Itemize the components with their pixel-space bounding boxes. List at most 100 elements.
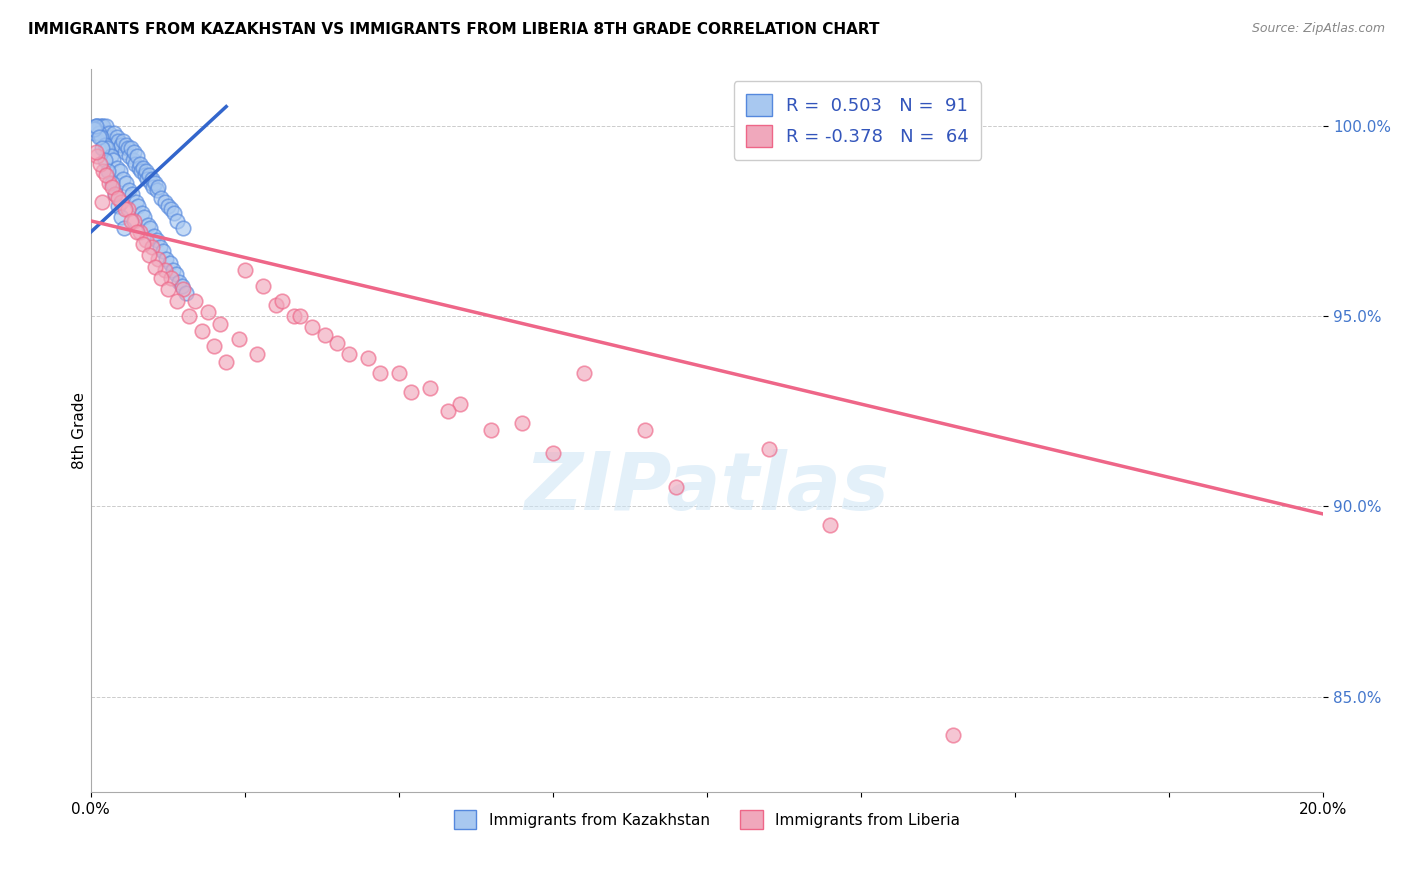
Point bbox=[91, 119, 114, 133]
Point bbox=[110, 194, 132, 209]
Point bbox=[419, 381, 441, 395]
Point bbox=[357, 351, 380, 365]
Point bbox=[139, 221, 162, 235]
Point bbox=[98, 134, 121, 148]
Point bbox=[179, 309, 201, 323]
Point bbox=[572, 366, 595, 380]
Point bbox=[142, 179, 165, 194]
Point bbox=[143, 229, 166, 244]
Point bbox=[163, 206, 186, 220]
Point bbox=[388, 366, 411, 380]
Point bbox=[634, 423, 657, 437]
Point bbox=[136, 172, 159, 186]
Point bbox=[111, 134, 134, 148]
Point bbox=[90, 194, 112, 209]
Point bbox=[90, 119, 112, 133]
Point bbox=[101, 179, 124, 194]
Point bbox=[121, 153, 143, 167]
Point bbox=[108, 141, 131, 155]
Y-axis label: 8th Grade: 8th Grade bbox=[72, 392, 87, 468]
Point bbox=[437, 404, 460, 418]
Point bbox=[233, 263, 256, 277]
Point bbox=[104, 137, 127, 152]
Point bbox=[103, 153, 125, 167]
Point bbox=[118, 149, 141, 163]
Legend: Immigrants from Kazakhstan, Immigrants from Liberia: Immigrants from Kazakhstan, Immigrants f… bbox=[447, 804, 966, 835]
Point bbox=[120, 141, 142, 155]
Point bbox=[159, 202, 181, 217]
Point bbox=[132, 236, 155, 251]
Point bbox=[339, 347, 361, 361]
Point bbox=[399, 385, 422, 400]
Point bbox=[125, 225, 148, 239]
Point bbox=[143, 176, 166, 190]
Point bbox=[134, 210, 156, 224]
Point bbox=[326, 335, 349, 350]
Point bbox=[114, 202, 136, 217]
Point bbox=[122, 214, 145, 228]
Point bbox=[121, 187, 143, 202]
Point bbox=[101, 137, 124, 152]
Point bbox=[135, 164, 157, 178]
Point bbox=[368, 366, 391, 380]
Point bbox=[83, 126, 105, 140]
Point bbox=[124, 157, 146, 171]
Point bbox=[87, 126, 110, 140]
Point bbox=[97, 130, 120, 145]
Point bbox=[129, 157, 152, 171]
Point bbox=[146, 183, 169, 197]
Point bbox=[150, 191, 173, 205]
Text: IMMIGRANTS FROM KAZAKHSTAN VS IMMIGRANTS FROM LIBERIA 8TH GRADE CORRELATION CHAR: IMMIGRANTS FROM KAZAKHSTAN VS IMMIGRANTS… bbox=[28, 22, 880, 37]
Point bbox=[94, 137, 117, 152]
Point bbox=[143, 260, 166, 274]
Point bbox=[129, 164, 152, 178]
Point bbox=[120, 214, 142, 228]
Point bbox=[159, 271, 181, 285]
Point bbox=[314, 328, 336, 343]
Point bbox=[153, 194, 176, 209]
Point bbox=[166, 214, 188, 228]
Point bbox=[107, 198, 129, 212]
Point bbox=[94, 119, 117, 133]
Point bbox=[112, 172, 135, 186]
Point bbox=[165, 267, 187, 281]
Point bbox=[264, 297, 287, 311]
Point bbox=[246, 347, 269, 361]
Point bbox=[84, 119, 107, 133]
Point bbox=[100, 176, 122, 190]
Point bbox=[152, 244, 174, 259]
Point bbox=[105, 161, 128, 175]
Point bbox=[136, 218, 159, 232]
Point bbox=[283, 309, 305, 323]
Point bbox=[301, 320, 323, 334]
Point bbox=[149, 240, 172, 254]
Point bbox=[128, 161, 150, 175]
Point bbox=[139, 176, 162, 190]
Point bbox=[150, 271, 173, 285]
Point bbox=[125, 149, 148, 163]
Point bbox=[174, 286, 197, 301]
Point bbox=[115, 137, 138, 152]
Point bbox=[170, 278, 193, 293]
Point bbox=[114, 176, 136, 190]
Point bbox=[148, 252, 170, 266]
Point bbox=[479, 423, 502, 437]
Point bbox=[197, 305, 219, 319]
Point bbox=[118, 183, 141, 197]
Point bbox=[135, 233, 157, 247]
Point bbox=[89, 157, 111, 171]
Point bbox=[156, 282, 179, 296]
Point bbox=[93, 126, 115, 140]
Point bbox=[86, 119, 108, 133]
Point bbox=[156, 198, 179, 212]
Point bbox=[138, 248, 160, 262]
Point bbox=[190, 324, 212, 338]
Text: Source: ZipAtlas.com: Source: ZipAtlas.com bbox=[1251, 22, 1385, 36]
Point bbox=[107, 134, 129, 148]
Point bbox=[94, 168, 117, 182]
Point bbox=[942, 728, 965, 742]
Point bbox=[83, 122, 105, 136]
Point bbox=[87, 122, 110, 136]
Point bbox=[90, 130, 112, 145]
Point bbox=[117, 141, 139, 155]
